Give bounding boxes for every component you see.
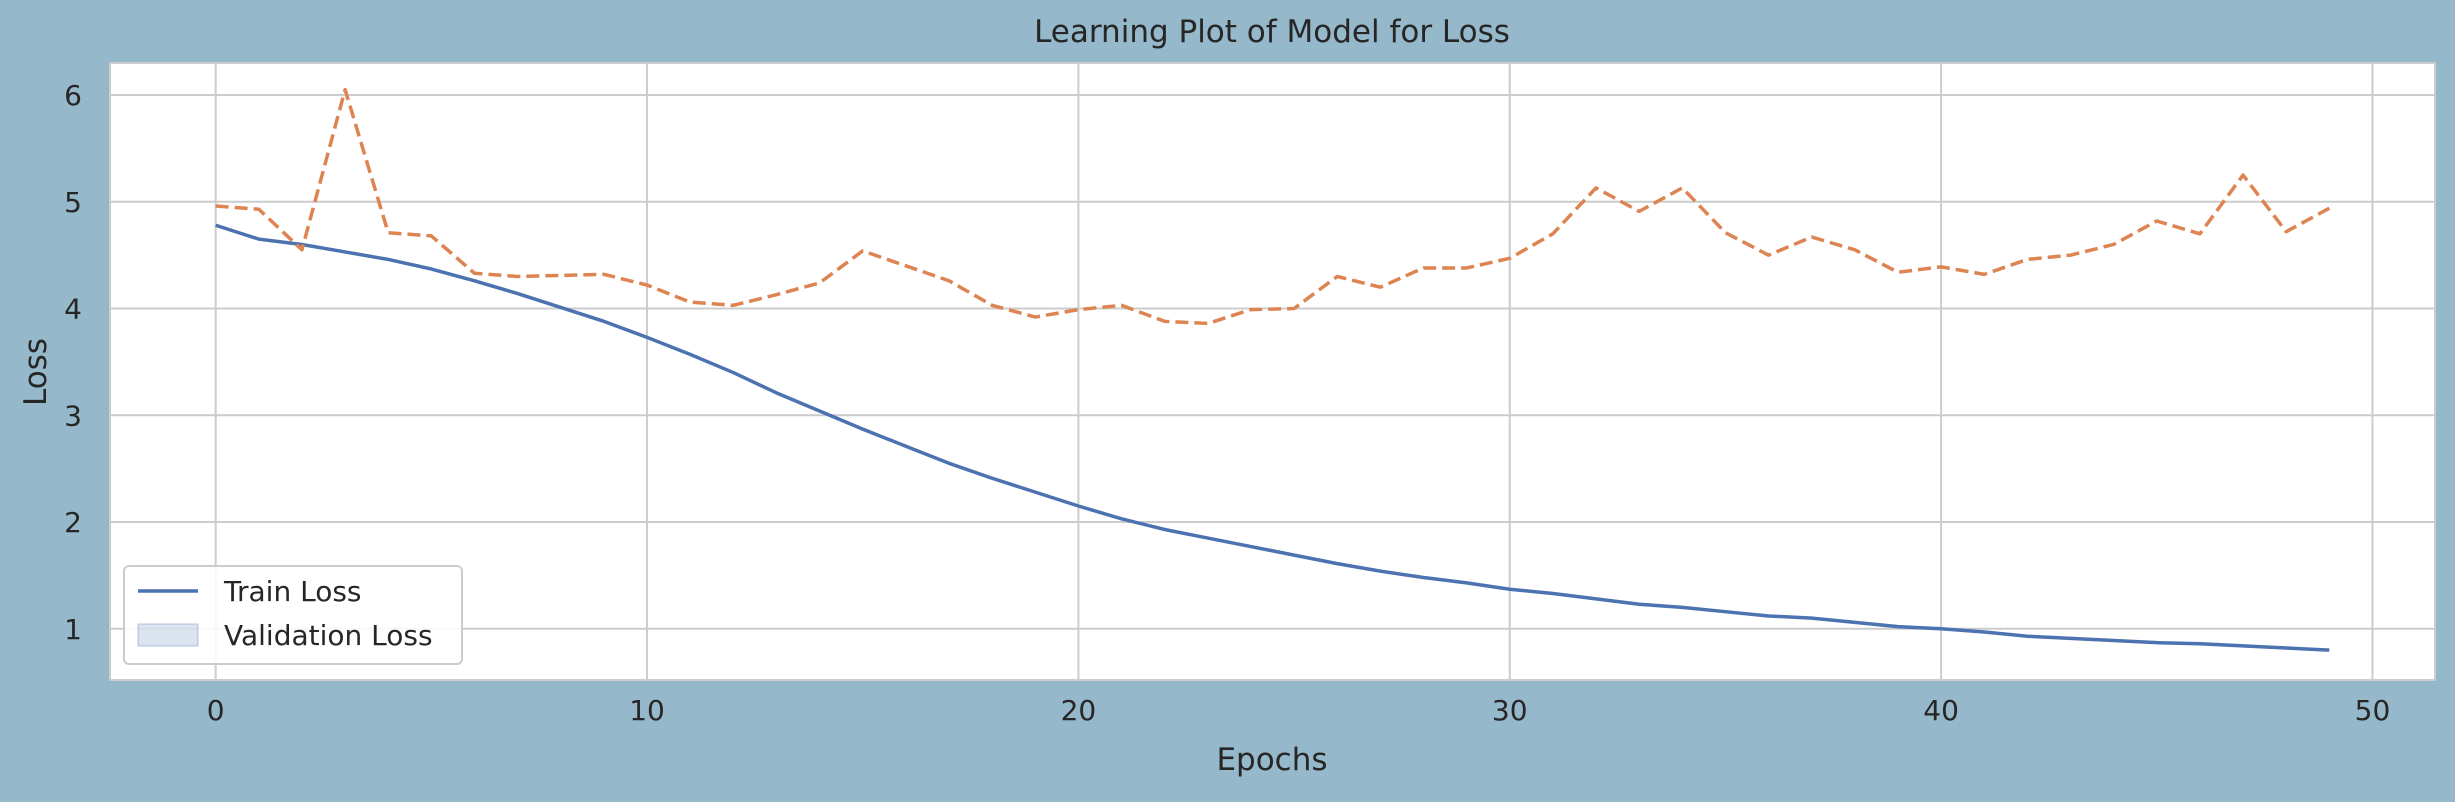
y-tick-label-2: 2 [64,506,82,539]
series-lines [215,87,2331,652]
legend-validation-loss-swatch [137,623,199,647]
y-tick-label-1: 1 [64,613,82,646]
train-loss-line [215,223,2330,652]
y-axis-label: Loss [18,338,54,406]
plot-area [109,62,2436,681]
x-tick-label-50: 50 [2355,694,2391,727]
y-tick-label-3: 3 [64,399,82,432]
validation-loss-line [215,87,2331,326]
x-tick-labels: 0 10 20 30 40 50 [207,694,2391,727]
legend-train-loss-label: Train Loss [223,575,362,608]
x-tick-label-10: 10 [629,694,665,727]
y-tick-label-6: 6 [64,79,82,112]
x-axis-label: Epochs [1216,742,1327,778]
y-tick-label-4: 4 [64,293,82,326]
chart-title: Learning Plot of Model for Loss [1034,14,1510,50]
legend: Train Loss Validation Loss [123,565,463,665]
x-tick-label-0: 0 [207,694,225,727]
y-tick-label-5: 5 [64,186,82,219]
legend-validation-loss-label: Validation Loss [224,619,433,652]
x-tick-label-30: 30 [1492,694,1528,727]
x-tick-label-20: 20 [1061,694,1097,727]
x-tick-label-40: 40 [1923,694,1959,727]
legend-box [123,565,463,665]
y-tick-labels: 1 2 3 4 5 6 [64,79,82,646]
